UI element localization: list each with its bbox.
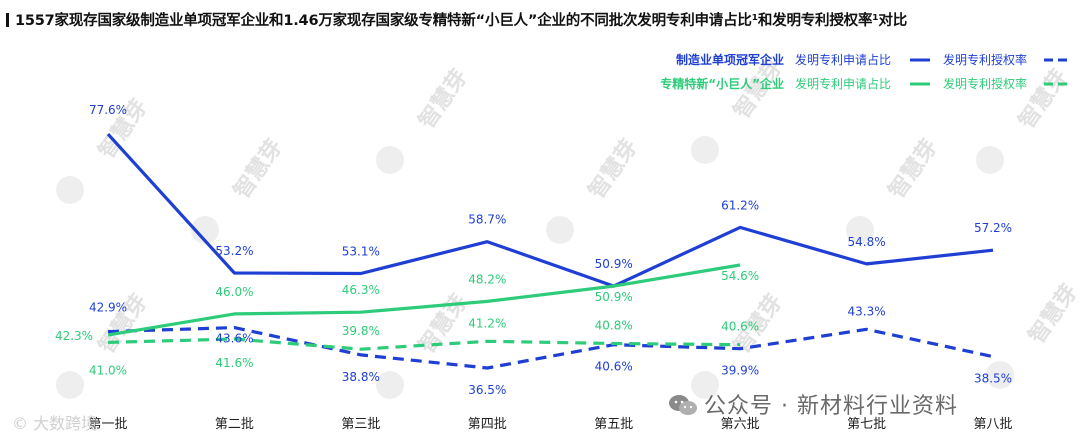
value-label: 61.2% xyxy=(721,198,759,212)
watermark-text: 智慧芽 xyxy=(414,64,473,133)
legend-group-label: 制造业单项冠军企业 xyxy=(676,52,784,67)
watermark-text: 智慧芽 xyxy=(229,134,288,203)
value-label: 40.6% xyxy=(595,360,633,374)
value-label: 38.8% xyxy=(342,370,380,384)
value-label: 53.2% xyxy=(215,244,253,258)
watermark-dot xyxy=(56,371,84,399)
legend-solid-label: 发明专利申请占比 xyxy=(795,52,891,67)
watermark-text: 智慧芽 xyxy=(414,289,473,358)
x-tick-label: 第五批 xyxy=(594,417,633,432)
value-label: 58.7% xyxy=(468,213,506,227)
watermark-dot xyxy=(546,216,574,244)
value-label: 41.0% xyxy=(89,363,127,377)
watermark-dot xyxy=(976,146,1004,174)
watermark-text: 智慧芽 xyxy=(1024,279,1080,348)
value-label: 40.6% xyxy=(721,320,759,334)
watermark-dot xyxy=(376,146,404,174)
watermark-text: 智慧芽 xyxy=(884,134,943,203)
legend-group-label: 专精特新“小巨人”企业 xyxy=(660,76,784,91)
watermark-dot xyxy=(376,371,404,399)
value-label: 50.9% xyxy=(595,257,633,271)
wechat-icon xyxy=(668,393,698,417)
value-label: 41.6% xyxy=(215,356,253,370)
value-label: 36.5% xyxy=(468,383,506,397)
footer-left-watermark: © 大数跨境 xyxy=(12,410,97,434)
value-label: 41.2% xyxy=(468,316,506,330)
series-line-0 xyxy=(108,134,993,286)
legend-dashed-label: 发明专利授权率 xyxy=(943,52,1027,67)
value-label: 54.6% xyxy=(721,269,759,283)
value-label: 40.8% xyxy=(595,319,633,333)
watermark-dot xyxy=(56,176,84,204)
legend-solid-label: 发明专利申请占比 xyxy=(795,76,891,91)
series-line-2 xyxy=(108,265,740,335)
watermark-dot xyxy=(691,136,719,164)
value-label: 77.6% xyxy=(89,103,127,117)
value-label: 53.1% xyxy=(342,245,380,259)
x-tick-label: 第四批 xyxy=(468,417,507,432)
value-label: 54.8% xyxy=(848,235,886,249)
value-label: 42.3% xyxy=(55,329,93,343)
value-label: 48.2% xyxy=(468,272,506,286)
value-label: 50.9% xyxy=(595,290,633,304)
footer-right-text: 公众号 · 新材料行业资料 xyxy=(704,394,958,419)
value-label: 39.8% xyxy=(342,324,380,338)
x-tick-label: 第三批 xyxy=(341,417,380,432)
value-label: 43.6% xyxy=(215,332,253,346)
value-label: 46.0% xyxy=(215,285,253,299)
footer-right-watermark: 公众号 · 新材料行业资料 xyxy=(668,388,958,420)
x-tick-label: 第二批 xyxy=(215,417,254,432)
value-label: 43.3% xyxy=(848,304,886,318)
watermark-text: 智慧芽 xyxy=(1014,64,1073,133)
line-chart: 智慧芽智慧芽智慧芽智慧芽智慧芽智慧芽智慧芽智慧芽 智慧芽 智慧芽 智慧芽77.6%53… xyxy=(0,0,1080,443)
value-label: 57.2% xyxy=(974,221,1012,235)
value-label: 46.3% xyxy=(342,283,380,297)
x-tick-label: 第八批 xyxy=(973,417,1012,432)
value-label: 42.9% xyxy=(89,301,127,315)
value-label: 39.9% xyxy=(721,364,759,378)
legend-dashed-label: 发明专利授权率 xyxy=(943,76,1027,91)
value-label: 38.5% xyxy=(974,372,1012,386)
watermark-text: 智慧芽 xyxy=(584,134,643,203)
